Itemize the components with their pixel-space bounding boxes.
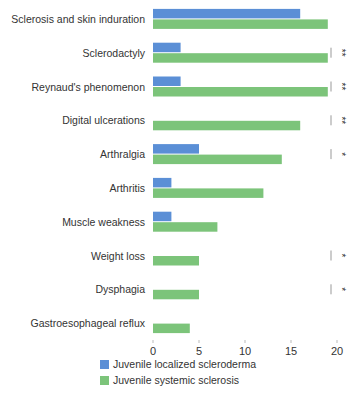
significance-bracket [331, 82, 332, 92]
bar [153, 53, 328, 63]
x-tick-label: 10 [239, 345, 251, 357]
bar [153, 9, 300, 19]
x-tick [199, 340, 200, 343]
category-label: Arthritis [109, 182, 145, 194]
bar [153, 121, 300, 131]
significance-label: * [336, 152, 347, 156]
bar [153, 144, 199, 154]
category-label: Muscle weakness [62, 216, 145, 228]
bar [153, 279, 154, 289]
bar [153, 290, 199, 300]
legend-label: Juvenile localized scleroderma [113, 358, 256, 370]
significance-label: ** [336, 116, 347, 124]
significance-bracket [331, 149, 332, 159]
significance-bracket [331, 115, 332, 125]
category-label: Gastroesophageal reflux [31, 317, 146, 329]
x-tick [291, 340, 292, 343]
bar [153, 324, 190, 334]
x-tick-label: 5 [196, 345, 202, 357]
bar [153, 43, 181, 53]
significance-label: ** [336, 83, 347, 91]
legend-swatch [100, 360, 109, 369]
bar [153, 212, 171, 222]
category-label: Dysphagia [95, 283, 145, 295]
bar [153, 222, 217, 232]
bar [153, 110, 154, 120]
category-label: Digital ulcerations [62, 114, 145, 126]
x-tick-label: 0 [150, 345, 156, 357]
bars [153, 9, 328, 333]
significance-label: * [336, 287, 347, 291]
bar [153, 155, 282, 165]
bar [153, 256, 199, 266]
category-label: Reynaud's phenomenon [31, 81, 145, 93]
x-tick-label: 15 [285, 345, 297, 357]
significance-label: ** [336, 49, 347, 57]
category-label: Arthralgia [100, 148, 145, 160]
x-tick-label: 20 [331, 345, 343, 357]
bar [153, 246, 154, 256]
significance-bracket [331, 48, 332, 58]
bar [153, 178, 171, 188]
chart-container: Sclerosis and skin induration Sclerodacty… [0, 0, 350, 407]
bar [153, 313, 154, 323]
bar [153, 188, 263, 198]
significance-bracket [331, 284, 332, 294]
significance-label: * [336, 254, 347, 258]
significance-bracket [331, 251, 332, 261]
legend-label: Juvenile systemic sclerosis [113, 374, 239, 386]
category-label: Weight loss [91, 250, 145, 262]
x-tick [337, 340, 338, 343]
x-tick [153, 340, 154, 343]
bar [153, 77, 181, 87]
chart-svg: Sclerosis and skin induration Sclerodacty… [0, 0, 350, 407]
category-label: Sclerodactyly [83, 47, 146, 59]
bar [153, 19, 328, 29]
legend-swatch [100, 376, 109, 385]
x-tick [245, 340, 246, 343]
bar [153, 87, 328, 97]
category-label: Sclerosis and skin induration [11, 13, 145, 25]
